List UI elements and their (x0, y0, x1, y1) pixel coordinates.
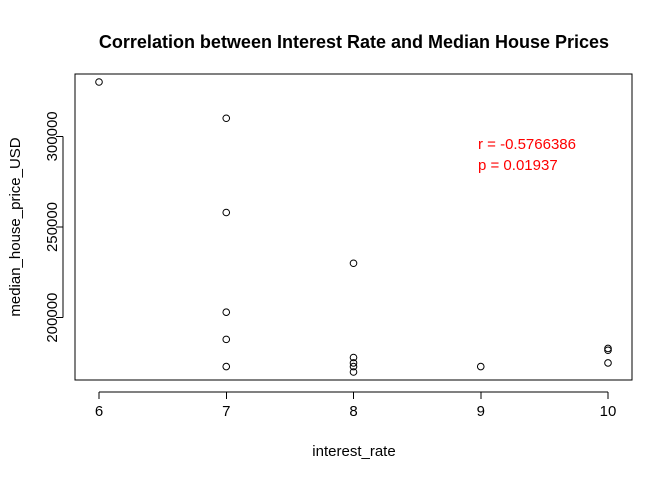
scatter-point (476, 362, 485, 371)
y-tick-label: 200000 (44, 293, 61, 343)
x-axis: 6 7 8 9 10 (95, 391, 617, 420)
x-tick-label: 9 (477, 403, 485, 420)
x-tick-label: 8 (349, 403, 357, 420)
y-axis: 200000 250000 300000 (44, 111, 64, 343)
x-tick-label: 6 (95, 403, 103, 420)
x-axis-label: interest_rate (312, 443, 395, 460)
scatter-point (349, 359, 358, 367)
y-axis-label: median_house_price_USD (7, 137, 24, 316)
scatter-point (604, 346, 612, 355)
plot-frame (74, 73, 633, 381)
scatter-point (349, 259, 358, 268)
x-tick-label: 10 (600, 403, 617, 420)
scatter-point (222, 114, 231, 123)
scatter-point (222, 335, 231, 344)
scatter-point (222, 308, 231, 316)
scatter-point (604, 359, 612, 367)
y-tick-label: 300000 (44, 111, 61, 161)
scatter-point (222, 208, 231, 217)
data-layer (95, 78, 612, 376)
x-tick-label: 7 (222, 403, 230, 420)
chart-title: Correlation between Interest Rate and Me… (99, 32, 609, 52)
p-value-annotation: p = 0.01937 (478, 157, 558, 174)
y-tick-label: 250000 (44, 202, 61, 252)
scatter-point (349, 368, 358, 376)
scatter-point (95, 78, 103, 86)
correlation-annotation: r = -0.5766386 (478, 136, 576, 153)
scatter-point (222, 362, 231, 371)
scatter-point (349, 362, 358, 371)
scatter-point (349, 353, 358, 362)
